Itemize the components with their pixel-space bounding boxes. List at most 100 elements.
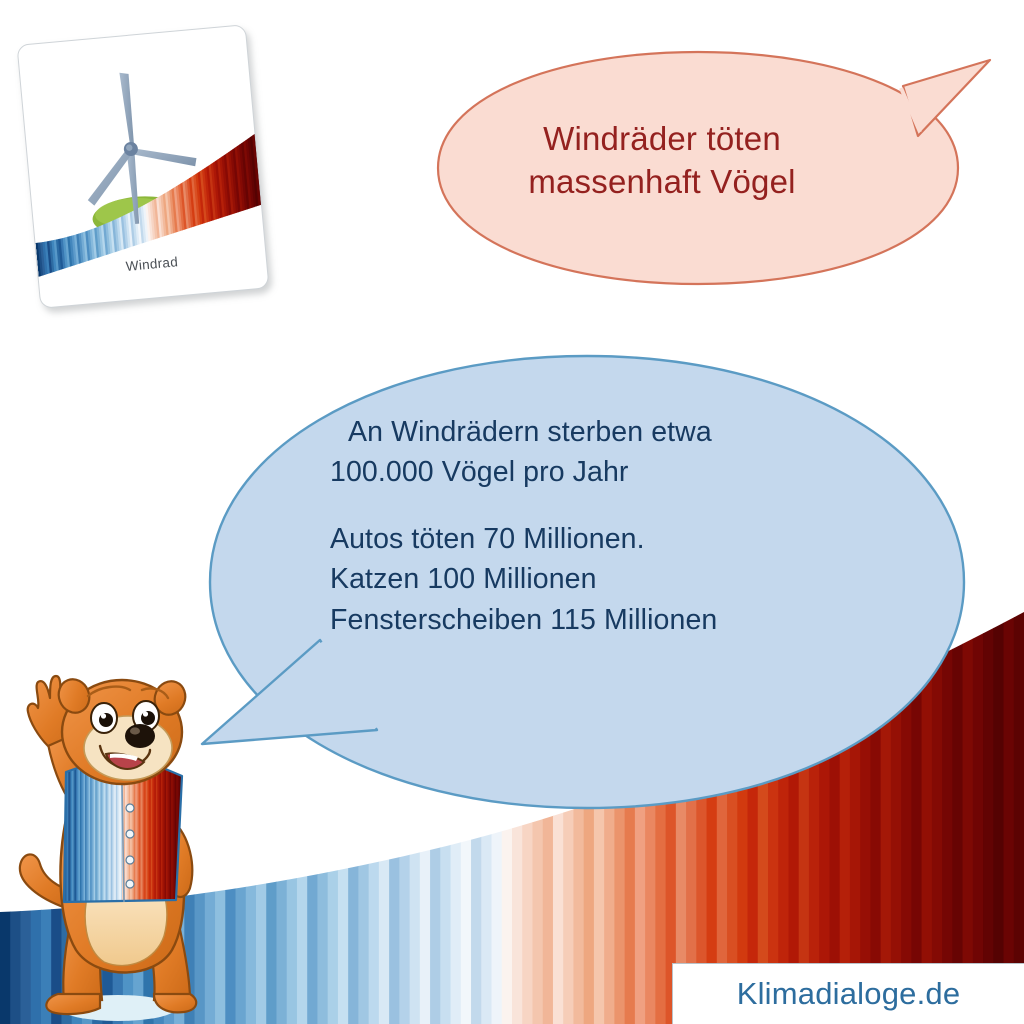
otter-ear-left: [57, 678, 91, 714]
warming-stripe: [173, 760, 176, 902]
warming-stripe: [141, 760, 144, 902]
fact-tail-seam: [319, 640, 379, 730]
warming-stripe: [148, 760, 151, 902]
warming-stripe: [67, 760, 69, 902]
warming-stripe: [137, 760, 140, 902]
warming-stripe: [94, 760, 96, 902]
otter-foot-left: [45, 992, 102, 1016]
warming-stripe: [175, 760, 177, 902]
warming-stripe: [100, 760, 103, 902]
turbine-tower: [126, 147, 140, 224]
otter-eye-glint-left: [100, 713, 107, 719]
warming-stripe: [81, 760, 84, 902]
warming-stripe: [149, 760, 152, 902]
warming-stripe: [109, 760, 112, 902]
warming-stripe: [993, 612, 1005, 1024]
warming-stripe: [146, 760, 149, 902]
warming-stripe: [119, 760, 122, 902]
warming-stripe: [1013, 612, 1024, 1024]
warming-stripe: [74, 760, 77, 902]
warming-stripe: [83, 760, 86, 902]
warming-stripe: [168, 760, 171, 902]
warming-stripe: [110, 760, 113, 902]
brand-logo-text: Klimadialoge.de: [736, 976, 961, 1011]
warming-stripe: [134, 760, 136, 902]
warming-stripe: [111, 760, 114, 902]
warming-stripe: [983, 612, 994, 1024]
warming-stripe: [90, 760, 93, 902]
myth-bubble-body: [436, 50, 960, 286]
otter-foot-right: [152, 992, 198, 1014]
windrad-card[interactable]: Windrad: [16, 24, 270, 309]
warming-stripe: [86, 760, 89, 902]
warming-stripe: [144, 760, 147, 902]
warming-stripe: [140, 760, 143, 902]
warming-stripe: [152, 760, 154, 902]
warming-stripe: [167, 760, 170, 902]
warming-stripe: [87, 760, 90, 902]
warming-stripe: [176, 760, 179, 902]
warming-stripe: [95, 760, 98, 902]
warming-stripe: [114, 760, 117, 902]
warming-stripe: [88, 760, 91, 902]
fact-speech-bubble[interactable]: [192, 352, 982, 812]
warming-stripe: [99, 760, 101, 902]
warming-stripe: [105, 760, 108, 902]
warming-stripe: [155, 760, 158, 902]
warming-stripe: [117, 760, 119, 902]
warming-stripe: [78, 760, 81, 902]
otter-mascot[interactable]: [4, 660, 236, 1024]
warming-stripe: [154, 760, 157, 902]
otter-brow-right: [140, 687, 170, 700]
warming-stripe: [101, 760, 104, 902]
warming-stripe: [135, 760, 138, 902]
shirt-left-panel: [64, 760, 122, 902]
warming-stripe: [115, 760, 118, 902]
warming-stripe: [162, 760, 165, 902]
warming-stripe: [163, 760, 166, 902]
warming-stripe: [65, 760, 68, 902]
warming-stripe: [169, 760, 172, 902]
otter-brow-left: [86, 685, 132, 698]
warming-stripe: [85, 760, 87, 902]
warming-stripe: [150, 760, 153, 902]
card-illustration: [27, 72, 268, 277]
warming-stripe: [104, 760, 107, 902]
warming-stripe: [136, 760, 139, 902]
warming-stripe: [159, 760, 162, 902]
fact-bubble-body: [208, 354, 966, 810]
warming-stripe: [157, 760, 159, 902]
otter-belly: [84, 881, 168, 967]
warming-stripe: [1003, 612, 1015, 1024]
warming-stripe: [73, 760, 76, 902]
warming-stripe: [72, 760, 75, 902]
warming-stripe: [166, 760, 168, 902]
warming-stripe: [91, 760, 94, 902]
warming-stripe: [82, 760, 85, 902]
warming-stripe: [77, 760, 80, 902]
brand-logo-box[interactable]: Klimadialoge.de: [672, 963, 1024, 1024]
warming-stripe: [123, 760, 126, 902]
myth-speech-bubble[interactable]: [398, 48, 998, 288]
warming-stripe: [102, 760, 105, 902]
otter-ear-right: [153, 680, 187, 716]
warming-stripe: [76, 760, 78, 902]
otter-nose: [125, 724, 155, 748]
warming-stripe: [97, 760, 100, 902]
warming-stripe: [96, 760, 99, 902]
warming-stripe: [172, 760, 175, 902]
myth-tail-seam: [899, 87, 922, 133]
warming-stripe: [160, 760, 163, 902]
warming-stripe: [120, 760, 122, 902]
warming-stripe: [158, 760, 161, 902]
otter-eye-glint-right: [142, 711, 149, 717]
warming-stripe: [171, 760, 174, 902]
warming-stripe: [125, 760, 127, 902]
warming-stripe: [92, 760, 95, 902]
otter-teeth: [110, 753, 138, 761]
warming-stripe: [79, 760, 82, 902]
warming-stripe: [70, 760, 73, 902]
warming-stripe: [145, 760, 148, 902]
shirt-placket: [121, 783, 125, 903]
warming-stripe: [68, 760, 71, 902]
